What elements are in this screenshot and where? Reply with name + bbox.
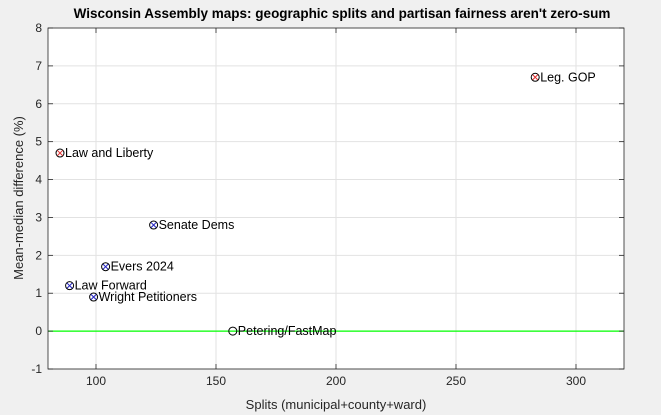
point-label: Law and Liberty bbox=[65, 146, 154, 160]
point-marker-circle bbox=[149, 220, 159, 230]
y-tick-label: 1 bbox=[35, 286, 42, 300]
point-marker-circle bbox=[89, 292, 99, 302]
chart-title: Wisconsin Assembly maps: geographic spli… bbox=[74, 6, 611, 21]
point-label: Petering/FastMap bbox=[238, 324, 337, 338]
point-label: Law Forward bbox=[75, 279, 147, 293]
y-tick-label: 2 bbox=[35, 248, 42, 262]
y-axis-label: Mean-median difference (%) bbox=[11, 116, 26, 280]
point-marker-cross bbox=[102, 263, 109, 270]
point-marker-cross bbox=[57, 150, 63, 156]
x-tick-label: 250 bbox=[446, 374, 466, 388]
data-point bbox=[65, 281, 75, 291]
point-marker-cross bbox=[66, 282, 73, 289]
x-tick-label: 300 bbox=[566, 374, 586, 388]
y-tick-label: 4 bbox=[35, 173, 42, 187]
data-point bbox=[55, 148, 65, 158]
data-point bbox=[530, 72, 540, 82]
x-axis-label: Splits (municipal+county+ward) bbox=[246, 397, 427, 412]
axes: 100 150 200 250 300 -1 0 1 2 3 4 5 6 7 8 bbox=[31, 21, 625, 388]
point-marker-circle bbox=[55, 148, 65, 158]
y-tick-label: 7 bbox=[35, 59, 42, 73]
y-tick-label: 0 bbox=[35, 324, 42, 338]
point-marker-circle bbox=[228, 326, 238, 336]
data-points bbox=[55, 72, 540, 336]
y-tick-label: 8 bbox=[35, 21, 42, 35]
x-tick-label: 100 bbox=[86, 374, 106, 388]
data-point bbox=[149, 220, 159, 230]
point-label: Evers 2024 bbox=[111, 260, 174, 274]
point-marker-cross bbox=[150, 222, 157, 228]
x-tick-label: 200 bbox=[326, 374, 346, 388]
x-tick-label: 150 bbox=[206, 374, 226, 388]
point-label: Senate Dems bbox=[159, 218, 235, 232]
y-tick-label: -1 bbox=[31, 362, 42, 376]
point-marker-cross bbox=[532, 74, 539, 81]
y-tick-label: 5 bbox=[35, 135, 42, 149]
data-point bbox=[89, 292, 99, 302]
point-marker-cross bbox=[90, 294, 97, 300]
y-tick-label: 3 bbox=[35, 210, 42, 224]
point-label: Leg. GOP bbox=[540, 70, 596, 84]
data-point bbox=[228, 326, 238, 336]
y-tick-label: 6 bbox=[35, 97, 42, 111]
point-label: Wright Petitioners bbox=[99, 290, 197, 304]
point-marker-circle bbox=[101, 262, 111, 272]
point-marker-circle bbox=[65, 281, 75, 291]
point-labels: Leg. GOP Law and Liberty Senate Dems Evers … bbox=[65, 70, 596, 338]
data-point bbox=[101, 262, 111, 272]
point-marker-circle bbox=[530, 72, 540, 82]
